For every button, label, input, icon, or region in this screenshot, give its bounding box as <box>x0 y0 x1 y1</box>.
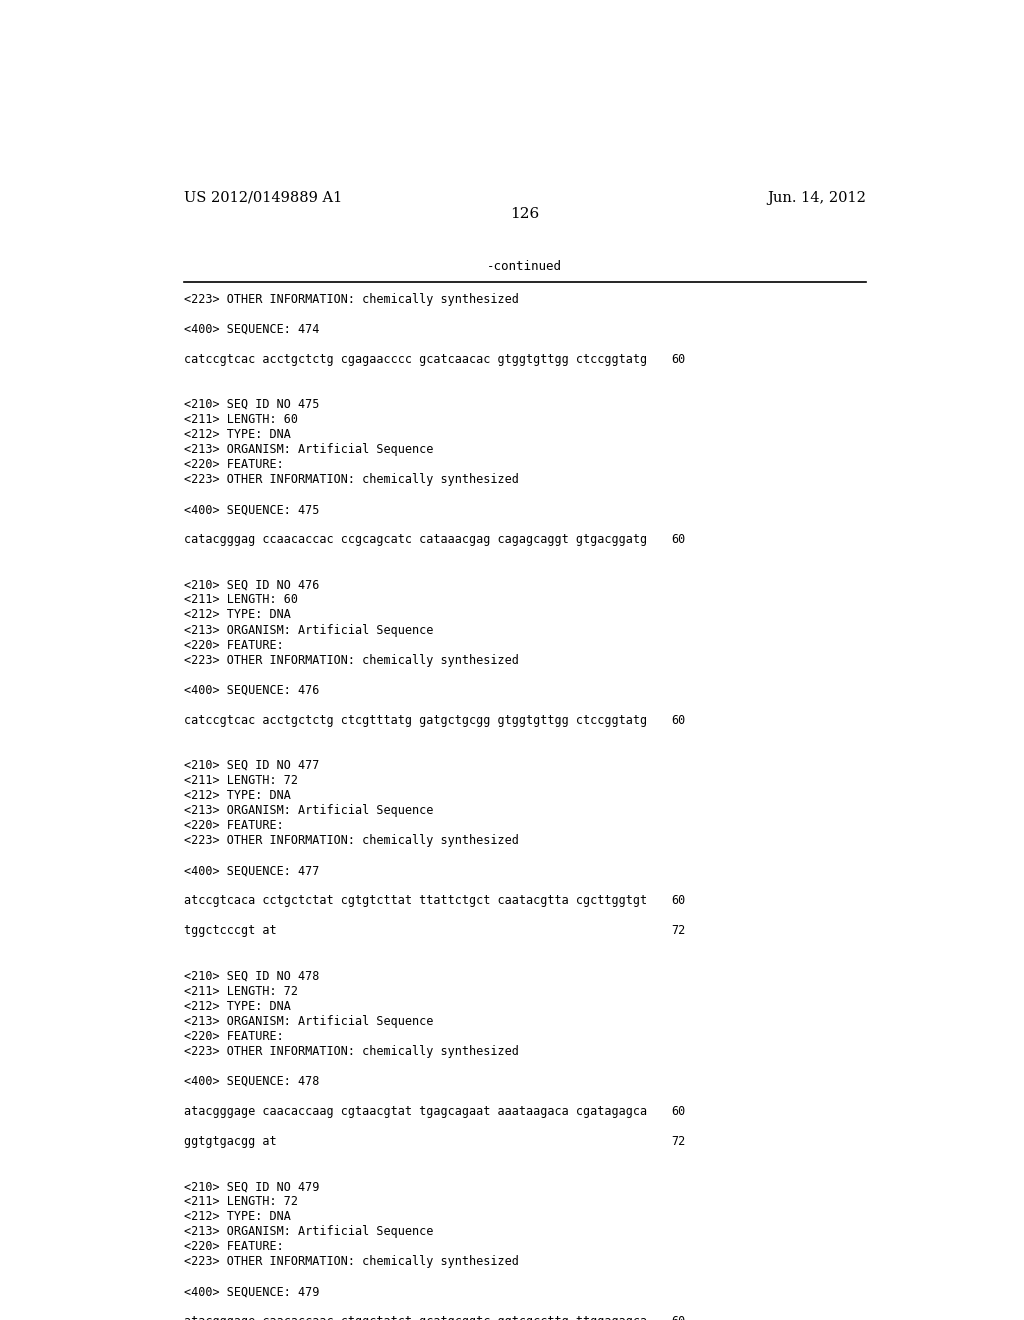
Text: 60: 60 <box>672 714 686 727</box>
Text: <223> OTHER INFORMATION: chemically synthesized: <223> OTHER INFORMATION: chemically synt… <box>183 473 518 486</box>
Text: <210> SEQ ID NO 477: <210> SEQ ID NO 477 <box>183 759 318 772</box>
Text: <223> OTHER INFORMATION: chemically synthesized: <223> OTHER INFORMATION: chemically synt… <box>183 1255 518 1269</box>
Text: <220> FEATURE:: <220> FEATURE: <box>183 639 284 652</box>
Text: <211> LENGTH: 60: <211> LENGTH: 60 <box>183 413 298 426</box>
Text: <210> SEQ ID NO 476: <210> SEQ ID NO 476 <box>183 578 318 591</box>
Text: Jun. 14, 2012: Jun. 14, 2012 <box>767 191 866 205</box>
Text: <223> OTHER INFORMATION: chemically synthesized: <223> OTHER INFORMATION: chemically synt… <box>183 293 518 305</box>
Text: <400> SEQUENCE: 476: <400> SEQUENCE: 476 <box>183 684 318 697</box>
Text: <223> OTHER INFORMATION: chemically synthesized: <223> OTHER INFORMATION: chemically synt… <box>183 653 518 667</box>
Text: <211> LENGTH: 72: <211> LENGTH: 72 <box>183 985 298 998</box>
Text: tggctcccgt at: tggctcccgt at <box>183 924 276 937</box>
Text: <213> ORGANISM: Artificial Sequence: <213> ORGANISM: Artificial Sequence <box>183 623 433 636</box>
Text: <211> LENGTH: 72: <211> LENGTH: 72 <box>183 1195 298 1208</box>
Text: catacgggag ccaacaccac ccgcagcatc cataaacgag cagagcaggt gtgacggatg: catacgggag ccaacaccac ccgcagcatc cataaac… <box>183 533 647 546</box>
Text: 126: 126 <box>510 207 540 222</box>
Text: <400> SEQUENCE: 479: <400> SEQUENCE: 479 <box>183 1286 318 1299</box>
Text: <210> SEQ ID NO 479: <210> SEQ ID NO 479 <box>183 1180 318 1193</box>
Text: <213> ORGANISM: Artificial Sequence: <213> ORGANISM: Artificial Sequence <box>183 804 433 817</box>
Text: catccgtcac acctgctctg ctcgtttatg gatgctgcgg gtggtgttgg ctccggtatg: catccgtcac acctgctctg ctcgtttatg gatgctg… <box>183 714 647 727</box>
Text: 60: 60 <box>672 894 686 907</box>
Text: atacgggage caacaccaag cgtaacgtat tgagcagaat aaataagaca cgatagagca: atacgggage caacaccaag cgtaacgtat tgagcag… <box>183 1105 647 1118</box>
Text: <210> SEQ ID NO 478: <210> SEQ ID NO 478 <box>183 969 318 982</box>
Text: <212> TYPE: DNA: <212> TYPE: DNA <box>183 999 291 1012</box>
Text: 60: 60 <box>672 1316 686 1320</box>
Text: US 2012/0149889 A1: US 2012/0149889 A1 <box>183 191 342 205</box>
Text: <213> ORGANISM: Artificial Sequence: <213> ORGANISM: Artificial Sequence <box>183 444 433 455</box>
Text: <220> FEATURE:: <220> FEATURE: <box>183 1030 284 1043</box>
Text: atacgggage caacaccaac ctggctatct gcatgcggtc ggtcgccttg ttggagagca: atacgggage caacaccaac ctggctatct gcatgcg… <box>183 1316 647 1320</box>
Text: -continued: -continued <box>487 260 562 273</box>
Text: <223> OTHER INFORMATION: chemically synthesized: <223> OTHER INFORMATION: chemically synt… <box>183 834 518 847</box>
Text: 72: 72 <box>672 1135 686 1148</box>
Text: <213> ORGANISM: Artificial Sequence: <213> ORGANISM: Artificial Sequence <box>183 1015 433 1027</box>
Text: <223> OTHER INFORMATION: chemically synthesized: <223> OTHER INFORMATION: chemically synt… <box>183 1044 518 1057</box>
Text: <400> SEQUENCE: 477: <400> SEQUENCE: 477 <box>183 865 318 878</box>
Text: <211> LENGTH: 72: <211> LENGTH: 72 <box>183 774 298 787</box>
Text: <212> TYPE: DNA: <212> TYPE: DNA <box>183 609 291 622</box>
Text: 72: 72 <box>672 924 686 937</box>
Text: atccgtcaca cctgctctat cgtgtcttat ttattctgct caatacgtta cgcttggtgt: atccgtcaca cctgctctat cgtgtcttat ttattct… <box>183 894 647 907</box>
Text: <220> FEATURE:: <220> FEATURE: <box>183 458 284 471</box>
Text: ggtgtgacgg at: ggtgtgacgg at <box>183 1135 276 1148</box>
Text: 60: 60 <box>672 533 686 546</box>
Text: <210> SEQ ID NO 475: <210> SEQ ID NO 475 <box>183 397 318 411</box>
Text: <212> TYPE: DNA: <212> TYPE: DNA <box>183 789 291 803</box>
Text: <220> FEATURE:: <220> FEATURE: <box>183 1241 284 1253</box>
Text: <400> SEQUENCE: 474: <400> SEQUENCE: 474 <box>183 322 318 335</box>
Text: catccgtcac acctgctctg cgagaacccc gcatcaacac gtggtgttgg ctccggtatg: catccgtcac acctgctctg cgagaacccc gcatcaa… <box>183 352 647 366</box>
Text: 60: 60 <box>672 352 686 366</box>
Text: <211> LENGTH: 60: <211> LENGTH: 60 <box>183 594 298 606</box>
Text: <400> SEQUENCE: 478: <400> SEQUENCE: 478 <box>183 1074 318 1088</box>
Text: <400> SEQUENCE: 475: <400> SEQUENCE: 475 <box>183 503 318 516</box>
Text: <220> FEATURE:: <220> FEATURE: <box>183 820 284 832</box>
Text: <212> TYPE: DNA: <212> TYPE: DNA <box>183 1210 291 1224</box>
Text: <213> ORGANISM: Artificial Sequence: <213> ORGANISM: Artificial Sequence <box>183 1225 433 1238</box>
Text: 60: 60 <box>672 1105 686 1118</box>
Text: <212> TYPE: DNA: <212> TYPE: DNA <box>183 428 291 441</box>
